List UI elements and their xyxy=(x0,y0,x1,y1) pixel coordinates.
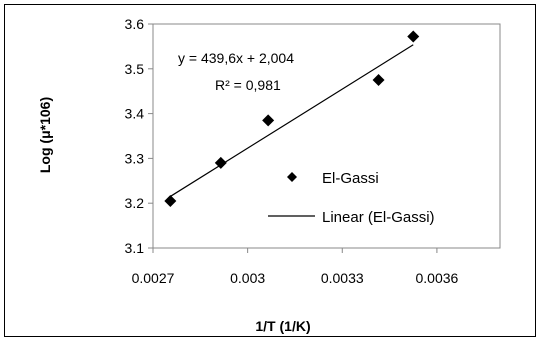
y-tick-label: 3.1 xyxy=(125,240,145,256)
legend-label-series: El-Gassi xyxy=(322,170,379,187)
legend-marker-diamond xyxy=(287,172,297,182)
y-tick-label: 3.3 xyxy=(125,150,145,166)
trendline xyxy=(170,44,414,197)
y-tick-label: 3.2 xyxy=(125,195,145,211)
data-point xyxy=(214,156,227,169)
x-tick-label: 0.0033 xyxy=(321,270,364,286)
x-axis-title: 1/T (1/K) xyxy=(255,318,310,334)
r-squared-label: R² = 0,981 xyxy=(215,77,281,93)
y-axis-title: Log (μ*106) xyxy=(37,97,53,173)
y-axis-ticks: 3.1 3.2 3.3 3.4 3.5 3.6 xyxy=(125,16,153,256)
y-tick-label: 3.4 xyxy=(125,106,145,122)
y-tick-label: 3.5 xyxy=(125,61,145,77)
plot-area xyxy=(152,23,501,249)
chart-frame xyxy=(4,4,536,337)
x-tick-label: 0.0027 xyxy=(132,270,175,286)
data-point xyxy=(372,74,385,86)
y-tick-label: 3.6 xyxy=(125,16,145,32)
data-point xyxy=(407,30,420,43)
trendline-layer xyxy=(170,44,414,197)
x-tick-label: 0.003 xyxy=(230,270,265,286)
data-point xyxy=(164,194,177,207)
data-points xyxy=(164,30,420,207)
x-axis-ticks: 0.0027 0.003 0.0033 0.0036 xyxy=(132,248,459,286)
data-point xyxy=(262,114,275,127)
trend-equation: y = 439,6x + 2,004 xyxy=(178,50,294,66)
x-tick-label: 0.0036 xyxy=(415,270,458,286)
legend-label-trendline: Linear (El-Gassi) xyxy=(322,209,435,226)
legend: El-Gassi Linear (El-Gassi) xyxy=(268,170,435,226)
